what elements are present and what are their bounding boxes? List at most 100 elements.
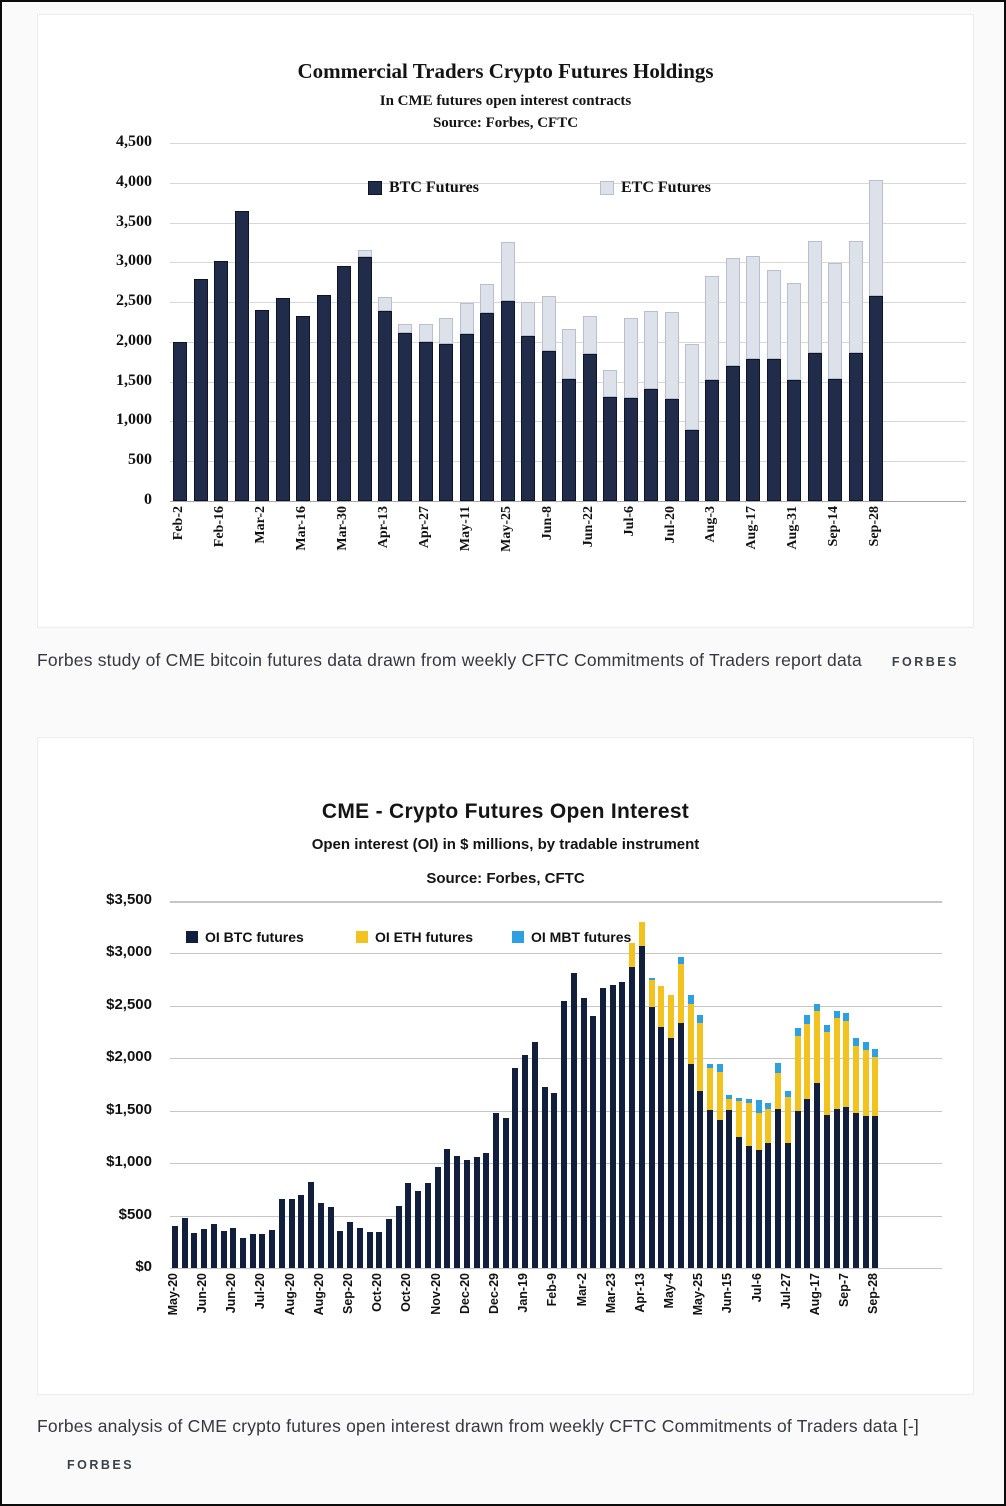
bar-segment — [337, 265, 351, 501]
bar-segment — [705, 380, 720, 501]
bar-segment — [823, 1031, 830, 1115]
bar-segment — [787, 380, 802, 501]
x-tick-label: Jul-6 — [749, 1273, 764, 1303]
bar-segment — [658, 986, 665, 1027]
bar-segment — [843, 1106, 850, 1268]
bar-segment — [787, 283, 802, 381]
bar-segment — [454, 1155, 460, 1268]
legend-label: OI BTC futures — [205, 929, 304, 945]
bar-segment — [210, 1224, 217, 1268]
bar-segment — [725, 365, 740, 501]
bar-segment — [590, 1016, 597, 1268]
y-tick-label: 4,500 — [116, 133, 152, 150]
bar-segment — [418, 341, 433, 501]
chart1-x-axis: Feb-2 Feb-16 Mar-2 Mar-16 Mar-30 Apr-13 Apr-27… — [170, 501, 966, 621]
x-tick-label: May-25 — [691, 1273, 706, 1316]
caption-text: Forbes analysis of CME crypto futures op… — [37, 1416, 919, 1436]
chart-card-bottom: CME - Crypto Futures Open Interest Open … — [37, 737, 974, 1395]
bar-segment — [473, 1156, 480, 1268]
y-tick-label: 500 — [128, 451, 152, 469]
gridline — [170, 901, 942, 903]
bar-segment — [327, 1207, 334, 1268]
legend-label: OI MBT futures — [531, 929, 632, 945]
bar-segment — [807, 353, 822, 501]
chart1-plot-area — [170, 143, 966, 502]
y-tick-label: $1,500 — [106, 1100, 152, 1118]
bar-segment — [562, 329, 577, 380]
bar-segment — [308, 1182, 315, 1268]
chart1-subtitle: In CME futures open interest contracts — [379, 93, 632, 109]
bar-segment — [551, 1092, 558, 1268]
bar-segment — [726, 1098, 733, 1111]
bar-segment — [658, 1026, 665, 1268]
x-tick-label: Jun-15 — [720, 1273, 735, 1314]
bar-segment — [814, 1082, 820, 1268]
y-tick-label: $2,500 — [106, 995, 152, 1013]
bar-segment — [755, 1112, 762, 1150]
bar-segment — [775, 1063, 782, 1073]
bar-segment — [230, 1228, 237, 1268]
bar-segment — [269, 1230, 276, 1268]
x-tick-label: May-25 — [498, 506, 514, 552]
bar-segment — [418, 323, 433, 342]
bar-segment — [317, 1203, 324, 1268]
bar-segment — [648, 1006, 655, 1268]
bar-segment — [687, 1063, 694, 1268]
x-tick-label: Mar-2 — [253, 506, 269, 544]
y-tick-label: $3,500 — [106, 891, 152, 908]
x-tick-label: Mar-23 — [603, 1273, 618, 1314]
legend-item: ETC Futures — [600, 179, 711, 197]
legend-label: ETC Futures — [621, 179, 711, 196]
gridline — [170, 1268, 942, 1269]
bar-segment — [623, 397, 638, 501]
y-tick-label: 3,500 — [116, 212, 152, 230]
bar-segment — [459, 333, 474, 501]
bar-segment — [444, 1148, 451, 1268]
bar-segment — [765, 1143, 772, 1268]
chart-card-top: Commercial Traders Crypto Futures Holdin… — [37, 14, 974, 628]
gridline — [170, 1005, 942, 1007]
legend-item: OI MBT futures — [512, 929, 631, 945]
bar-segment — [828, 378, 843, 501]
bar-segment — [784, 1090, 791, 1097]
y-tick-label: $500 — [118, 1205, 152, 1223]
bar-segment — [480, 313, 495, 501]
gridline — [170, 222, 966, 224]
legend-item: BTC Futures — [368, 179, 479, 197]
bar-segment — [648, 977, 655, 980]
bar-segment — [234, 210, 249, 501]
y-tick-label: 0 — [144, 491, 152, 508]
x-tick-label: Sep-14 — [826, 506, 842, 547]
bar-segment — [173, 341, 188, 501]
bar-segment — [833, 1108, 840, 1268]
bar-segment — [347, 1221, 353, 1268]
bar-segment — [746, 256, 761, 360]
bar-segment — [522, 1055, 529, 1268]
bar-segment — [521, 302, 536, 336]
bar-segment — [357, 256, 372, 501]
bar-segment — [766, 358, 781, 501]
legend-swatch-icon — [186, 931, 198, 943]
bar-segment — [746, 359, 761, 501]
bar-segment — [766, 269, 781, 359]
chart1-source: Source: Forbes, CFTC — [432, 115, 579, 131]
bar-segment — [434, 1166, 441, 1268]
bar-segment — [707, 1064, 713, 1069]
x-tick-label: Sep-28 — [867, 506, 883, 547]
y-tick-label: $3,000 — [106, 943, 152, 961]
x-tick-label: Nov-20 — [428, 1273, 443, 1315]
bar-segment — [862, 1041, 869, 1050]
bar-segment — [823, 1114, 830, 1268]
bar-segment — [356, 1228, 363, 1268]
bar-segment — [869, 180, 884, 296]
legend-swatch-icon — [356, 931, 368, 943]
x-tick-label: Feb-2 — [171, 506, 187, 541]
y-tick-label: 3,000 — [116, 252, 152, 270]
bar-segment — [726, 1094, 733, 1099]
bar-segment — [755, 1100, 762, 1113]
bar-segment — [240, 1237, 246, 1268]
x-tick-label: Aug-20 — [282, 1273, 297, 1316]
bar-segment — [459, 302, 474, 334]
bar-segment — [357, 250, 372, 257]
bar-segment — [848, 353, 863, 501]
